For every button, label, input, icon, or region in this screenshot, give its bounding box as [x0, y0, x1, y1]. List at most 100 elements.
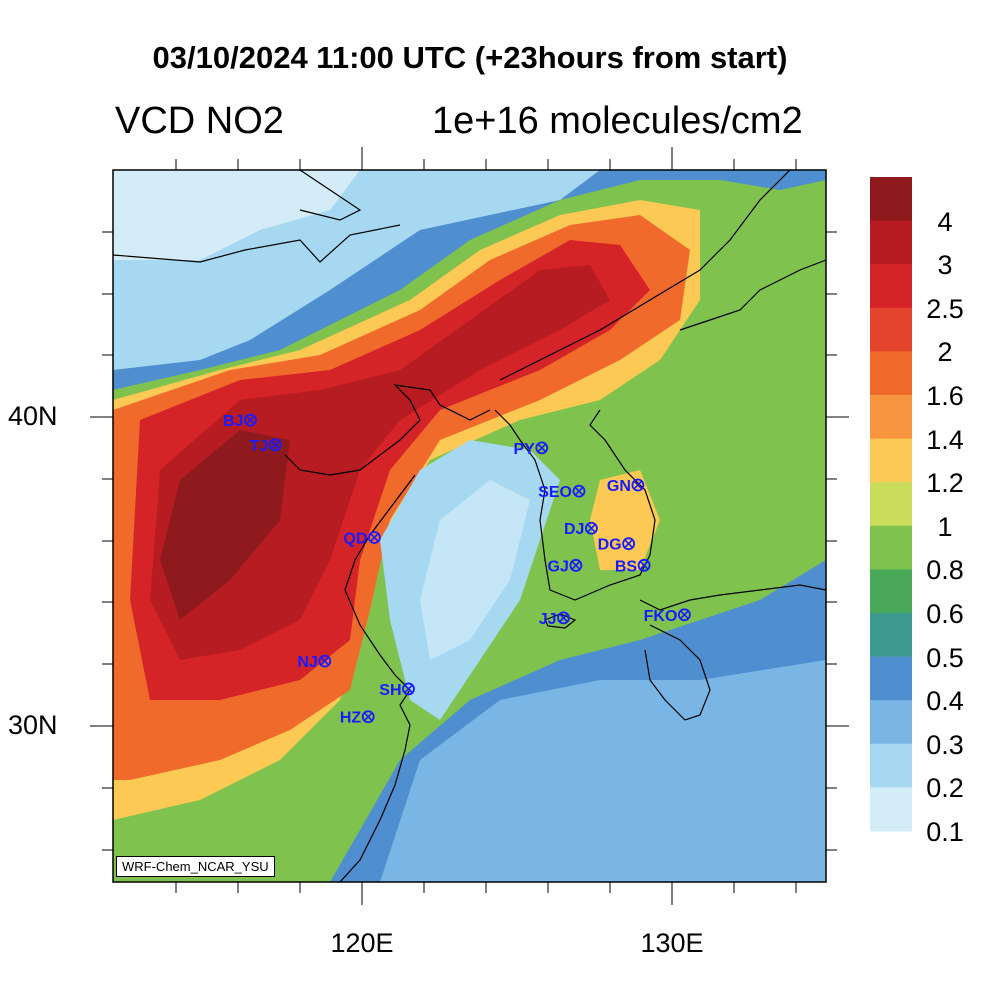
colorbar-swatch: [870, 264, 912, 309]
colorbar-swatch: [870, 438, 912, 483]
field-peak: [160, 430, 290, 620]
variable-label: VCD NO2: [115, 100, 284, 142]
city-label: BS: [615, 558, 638, 575]
major-ticks: [90, 147, 849, 905]
city-symbol: [622, 537, 635, 551]
city-label: DG: [598, 537, 622, 554]
city-symbol: [367, 531, 381, 544]
city-label: GN: [607, 478, 631, 495]
city-symbol: [535, 441, 549, 455]
city-symbol: [637, 558, 651, 572]
colorbar-label: 4: [937, 206, 953, 237]
map-title: 03/10/2024 11:00 UTC (+23hours from star…: [152, 40, 788, 75]
city-symbol: [557, 611, 570, 625]
border-north: [299, 170, 362, 221]
plot-frame: [112, 169, 827, 883]
city-markers: BJ TJ QD NJ SH HZ PY SEO GN DJ DG GJ BS JJ FKO: [223, 413, 691, 727]
city-marker: SEO: [538, 484, 586, 501]
field-verylow-northwest: [113, 170, 360, 260]
city-marker: TJ: [250, 438, 282, 455]
border-mongolia: [113, 224, 401, 263]
city-symbol: [268, 438, 282, 452]
city-marker: GJ: [548, 558, 583, 575]
lat-label-40n: 40N: [8, 401, 58, 431]
lon-label-130e: 130E: [640, 928, 704, 958]
colorbar-swatch: [870, 656, 912, 701]
colorbar-label: 0.3: [926, 729, 964, 760]
colorbar-swatch: [870, 787, 912, 832]
field-yellow-sea-center: [420, 480, 530, 660]
city-label: NJ: [297, 654, 317, 671]
city-symbol: [402, 682, 415, 696]
colorbar-swatch: [870, 351, 912, 396]
colorbar-label: 1.6: [926, 381, 964, 411]
coast-kyushu: [644, 624, 711, 721]
city-marker: SH: [379, 682, 415, 699]
city-label: TJ: [250, 438, 269, 455]
city-symbol: [361, 710, 375, 724]
city-marker: PY: [513, 441, 549, 458]
colorbar-swatch: [870, 307, 912, 352]
city-symbol: [243, 413, 257, 427]
colorbar-swatch: [870, 743, 912, 788]
colorbar-swatch: [870, 482, 912, 527]
colorbar-label: 0.8: [926, 555, 964, 586]
colorbar-label: 0.1: [926, 817, 964, 847]
city-marker: HZ: [340, 710, 375, 727]
colorbar-label: 2.5: [926, 293, 964, 324]
coast-china-east: [339, 474, 416, 882]
city-label: JJ: [539, 611, 557, 628]
city-marker: JJ: [539, 611, 570, 628]
minor-ticks: [102, 159, 837, 893]
colorbar-label: 1.4: [926, 424, 964, 455]
coast-russia: [679, 259, 826, 331]
city-label: SEO: [538, 484, 572, 501]
colorbar-label: 0.4: [926, 686, 964, 717]
city-symbol: [585, 521, 598, 535]
city-marker: GN: [607, 478, 645, 495]
city-symbol: [318, 654, 332, 668]
colorbar-label: 2: [937, 337, 953, 368]
border-northeast: [499, 170, 791, 381]
colorbar-label: 0.6: [926, 599, 964, 629]
units-label: 1e+16 molecules/cm2: [432, 100, 803, 142]
lat-label-30n: 30N: [8, 710, 58, 740]
city-label: SH: [379, 682, 401, 699]
field-korea-core: [590, 470, 660, 570]
colorbar-label: 3: [937, 250, 953, 281]
city-marker: DG: [598, 537, 635, 554]
colorbar-swatch: [870, 525, 912, 570]
city-marker: FKO: [644, 608, 691, 625]
colorbar-swatch: [870, 569, 912, 614]
city-label: GJ: [548, 558, 569, 575]
city-symbol: [572, 484, 586, 498]
city-label: BJ: [223, 413, 243, 430]
colorbar-label: 0.2: [926, 773, 964, 804]
model-credit: WRF-Chem_NCAR_YSU: [116, 856, 275, 877]
city-label: PY: [513, 441, 535, 458]
city-marker: BS: [615, 558, 651, 575]
field-darkred-core: [150, 265, 610, 660]
lon-label-120e: 120E: [330, 928, 394, 958]
colorbar-swatch: [870, 700, 912, 745]
colorbar-swatch: [870, 177, 912, 222]
city-marker: QD: [343, 531, 381, 548]
city-label: FKO: [644, 608, 678, 625]
city-symbol: [678, 608, 691, 622]
colorbar-swatch: [870, 395, 912, 440]
colorbar-swatch: [870, 613, 912, 658]
city-label: QD: [343, 531, 367, 548]
city-label: HZ: [340, 710, 362, 727]
coast-jeju: [544, 613, 577, 629]
field-south-ocean: [380, 660, 826, 882]
colorbar-label: 1: [937, 511, 953, 542]
colorbar-label: 0.5: [926, 642, 964, 673]
coast-japan: [639, 584, 826, 611]
colorbar-swatch: [870, 220, 912, 265]
colorbar-label: 1.2: [926, 468, 964, 499]
colorbar: [870, 177, 912, 832]
city-marker: DJ: [564, 521, 598, 538]
city-symbol: [569, 558, 583, 572]
city-marker: BJ: [223, 413, 257, 430]
